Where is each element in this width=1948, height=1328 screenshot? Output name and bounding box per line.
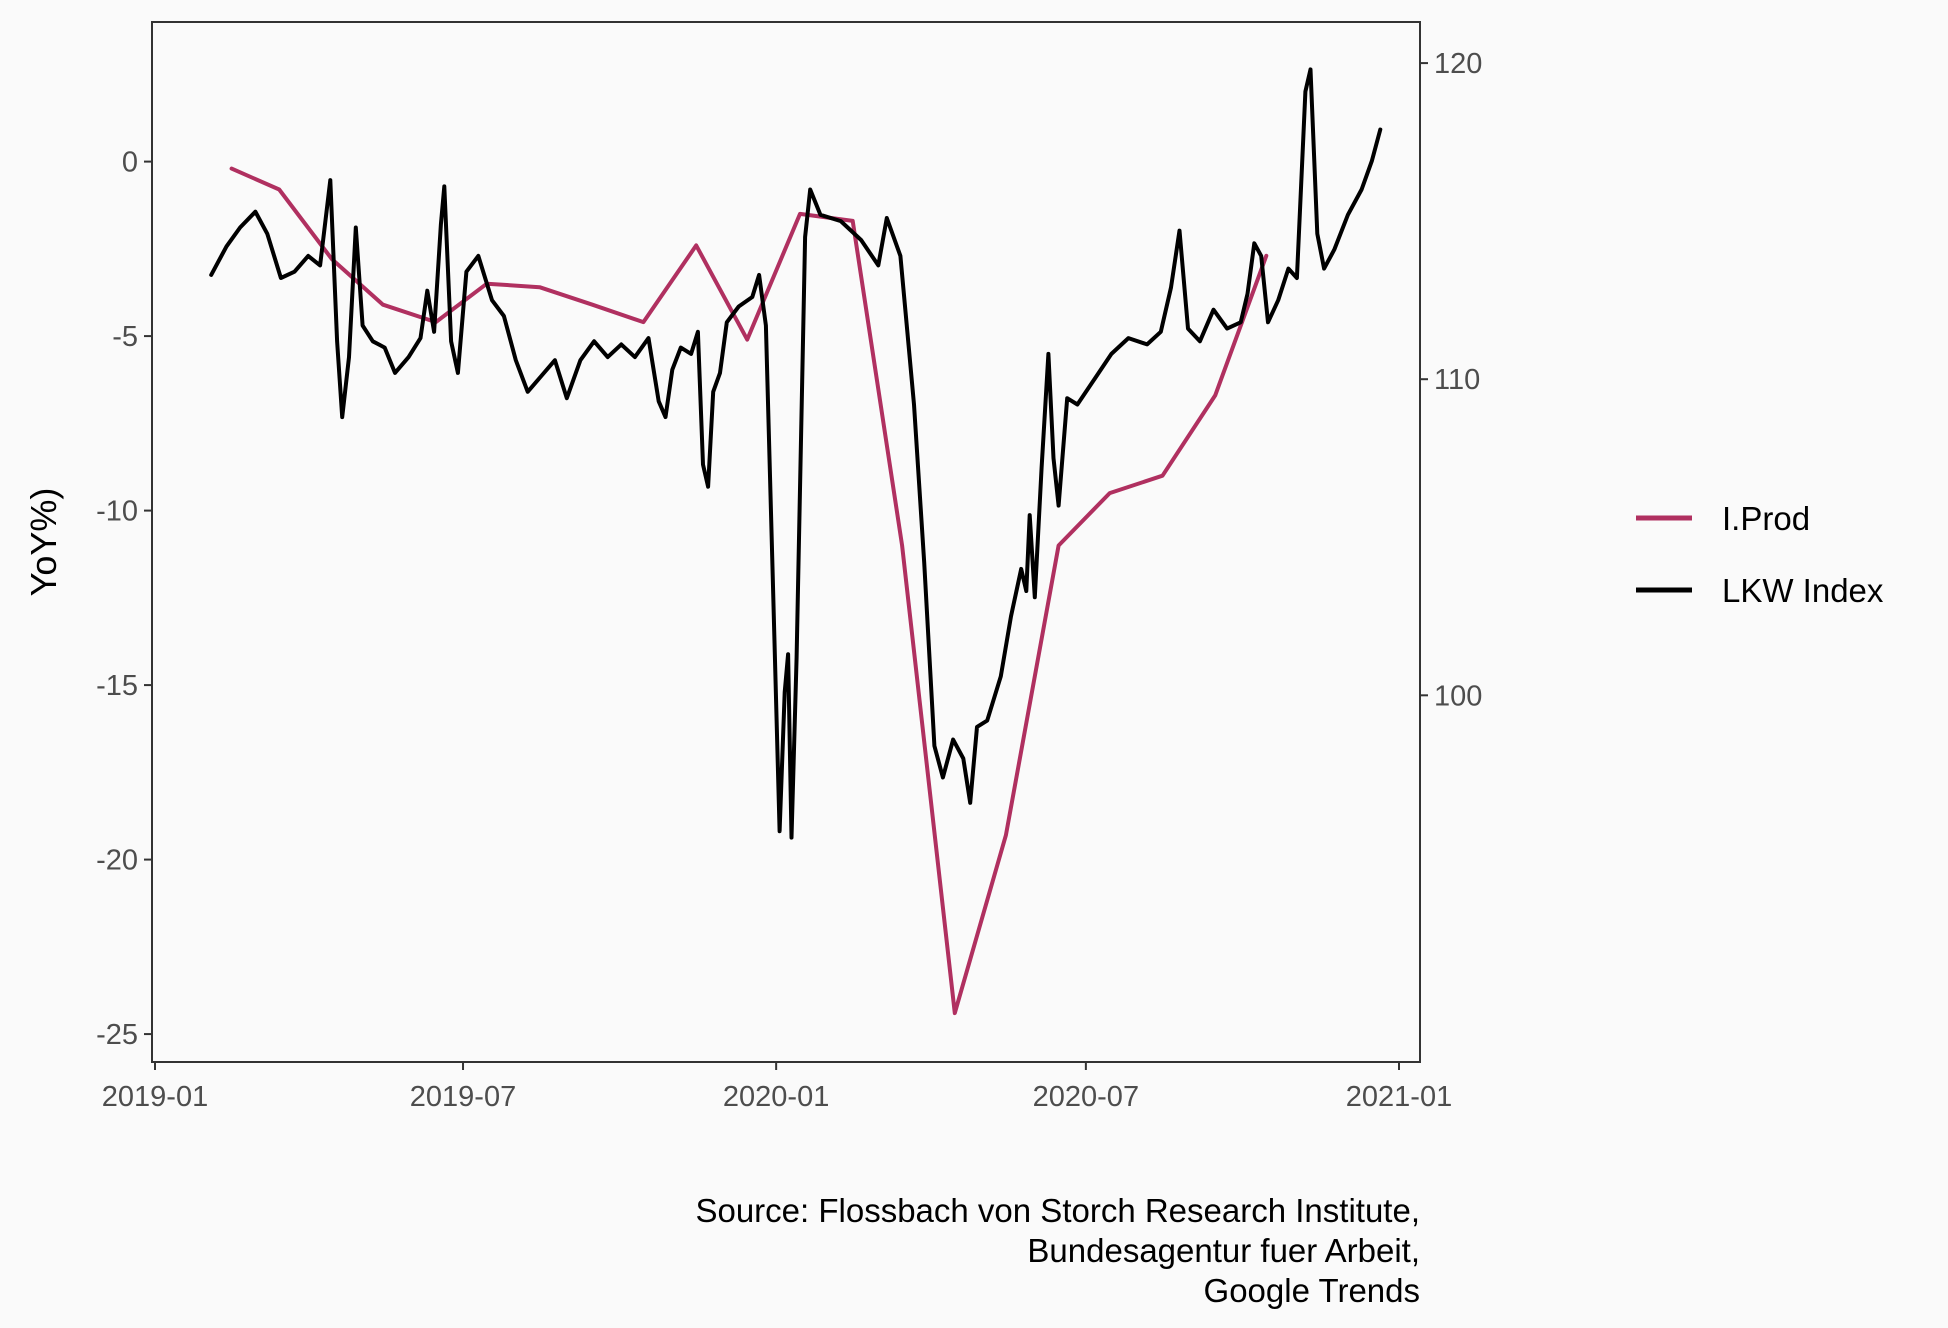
x-axis: 2019-01 2019-07 2020-01 2020-07 2021-01 — [102, 1062, 1452, 1113]
x-tick-label: 2019-01 — [102, 1081, 208, 1113]
left-y-tick-label: -15 — [96, 670, 138, 702]
series-layer — [209, 67, 1383, 1016]
legend-label: I.Prod — [1722, 500, 1810, 537]
series-line-iprod — [229, 166, 1269, 1016]
x-tick-label: 2019-07 — [410, 1081, 516, 1113]
right-y-tick-label: 120 — [1434, 48, 1482, 80]
series-line-lkw-index — [209, 67, 1383, 840]
legend-label: LKW Index — [1722, 572, 1884, 609]
right-y-tick-label: 100 — [1434, 680, 1482, 712]
x-tick-label: 2020-01 — [723, 1081, 829, 1113]
left-y-tick-label: -20 — [96, 845, 138, 877]
x-tick-label: 2020-07 — [1033, 1081, 1139, 1113]
caption-line: Source: Flossbach von Storch Research In… — [695, 1192, 1420, 1229]
legend: I.Prod LKW Index — [1636, 500, 1884, 609]
right-y-tick-label: 110 — [1434, 364, 1480, 396]
caption: Source: Flossbach von Storch Research In… — [695, 1192, 1420, 1309]
plot-panel — [151, 21, 1421, 1063]
right-y-axis: 120 110 100 — [1420, 48, 1482, 712]
left-y-tick-label: 0 — [122, 147, 138, 179]
left-y-axis: 0 -5 -10 -15 -20 -25 — [96, 147, 152, 1051]
x-tick-label: 2021-01 — [1346, 1081, 1452, 1113]
left-y-tick-label: -5 — [112, 321, 138, 353]
left-y-tick-label: -25 — [96, 1019, 138, 1051]
y-axis-title: YoY%) — [23, 488, 64, 597]
caption-line: Google Trends — [1204, 1272, 1420, 1309]
caption-line: Bundesagentur fuer Arbeit, — [1027, 1232, 1420, 1269]
left-y-tick-label: -10 — [96, 496, 138, 528]
